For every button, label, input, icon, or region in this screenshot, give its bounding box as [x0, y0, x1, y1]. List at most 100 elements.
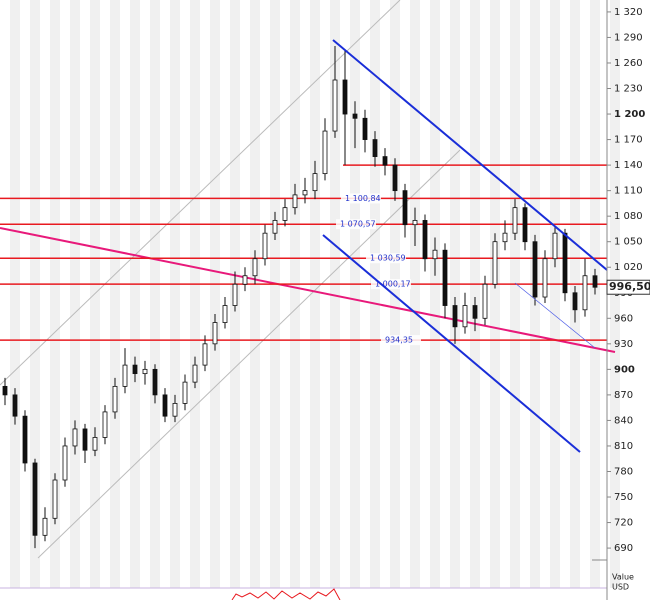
candle-body — [482, 283, 488, 319]
level-label: 1 070,57 — [340, 220, 376, 229]
candle-body — [442, 249, 448, 306]
candle-body — [262, 232, 268, 260]
level-label-bg — [366, 253, 406, 264]
candle-body — [332, 79, 338, 132]
stripe — [550, 0, 560, 588]
y-tick-label: 960 — [614, 313, 633, 324]
y-tick-label: 840 — [614, 415, 633, 426]
candle-body — [112, 385, 118, 413]
candle-body — [412, 220, 418, 226]
stripe — [170, 0, 180, 588]
candle-body — [62, 445, 68, 481]
candle-body — [352, 113, 358, 119]
candle-body — [382, 156, 388, 166]
stripe — [350, 0, 360, 588]
candle-body — [392, 164, 398, 192]
candle-body — [182, 381, 188, 404]
candle-body — [22, 415, 28, 464]
candle-body — [72, 428, 78, 447]
stripe — [130, 0, 140, 588]
candle-body — [12, 394, 18, 417]
y-tick-label: 900 — [614, 364, 635, 375]
axis-title: USD — [612, 583, 629, 592]
y-tick-label: 720 — [614, 518, 633, 529]
y-tick-label: 750 — [614, 492, 633, 503]
stripe — [250, 0, 260, 588]
candle-body — [562, 232, 568, 294]
stripe — [270, 0, 280, 588]
stripe — [430, 0, 440, 588]
level-label-bg — [371, 279, 411, 290]
candle-body — [172, 403, 178, 417]
candle-body — [252, 258, 258, 277]
y-tick-label: 690 — [614, 543, 633, 554]
stripe — [70, 0, 80, 588]
last-price-box — [606, 279, 650, 295]
candle-body — [32, 462, 38, 536]
stripe — [10, 0, 20, 588]
candle-body — [122, 364, 128, 387]
candle-body — [242, 275, 248, 285]
y-tick-label: 1 170 — [614, 135, 643, 146]
candle-body — [492, 241, 498, 285]
candle-body — [232, 283, 238, 306]
y-tick-label: 780 — [614, 466, 633, 477]
level-label: 1 030,59 — [370, 254, 406, 263]
level-label-bg — [341, 193, 381, 204]
candle-body — [422, 220, 428, 260]
stripe — [470, 0, 480, 588]
candle-body — [92, 437, 98, 451]
stripe — [450, 0, 460, 588]
candle-body — [2, 385, 8, 396]
candle-body — [552, 232, 558, 260]
y-tick-label: 1 320 — [614, 7, 643, 18]
trend-channel-upper — [0, 0, 401, 386]
candle-body — [222, 305, 228, 323]
y-tick-label: 1 260 — [614, 58, 643, 69]
candle-body — [402, 190, 408, 226]
candle-body — [472, 305, 478, 319]
support-line — [0, 227, 616, 353]
y-tick-label: 1 200 — [614, 109, 645, 120]
candle-body — [192, 364, 198, 383]
stripe — [410, 0, 420, 588]
candles — [2, 45, 598, 549]
wedge-line — [514, 282, 596, 349]
candle-body — [142, 368, 148, 375]
candle-body — [362, 117, 368, 140]
y-tick-label: 1 080 — [614, 211, 643, 222]
trend-channel-lower — [37, 149, 461, 559]
candle-body — [52, 479, 58, 519]
level-label: 934,35 — [385, 336, 413, 345]
y-tick-label: 870 — [614, 390, 633, 401]
level-label: 1 100,84 — [345, 194, 381, 203]
stripe — [30, 0, 40, 588]
candle-body — [322, 130, 328, 175]
candle-body — [342, 79, 348, 115]
candle-body — [302, 190, 308, 196]
candle-body — [202, 343, 208, 366]
candle-body — [102, 411, 108, 438]
candle-body — [282, 207, 288, 221]
stripe — [510, 0, 520, 588]
stripe — [50, 0, 60, 588]
candle-body — [452, 305, 458, 328]
candle-body — [372, 139, 378, 157]
axis-title: Value — [612, 573, 634, 582]
candle-body — [162, 394, 168, 417]
y-tick-label: 1 020 — [614, 262, 643, 273]
candle-body — [542, 258, 548, 298]
stripe — [370, 0, 380, 588]
candle-body — [312, 173, 318, 192]
candle-body — [582, 275, 588, 311]
candle-body — [152, 368, 158, 396]
candle-body — [432, 249, 438, 260]
stripe — [290, 0, 300, 588]
candle-body — [522, 207, 528, 243]
candle-body — [502, 232, 508, 243]
y-tick-label: 810 — [614, 441, 633, 452]
candle-body — [42, 517, 48, 536]
candle-body — [512, 207, 518, 234]
indicator-line — [231, 588, 341, 600]
